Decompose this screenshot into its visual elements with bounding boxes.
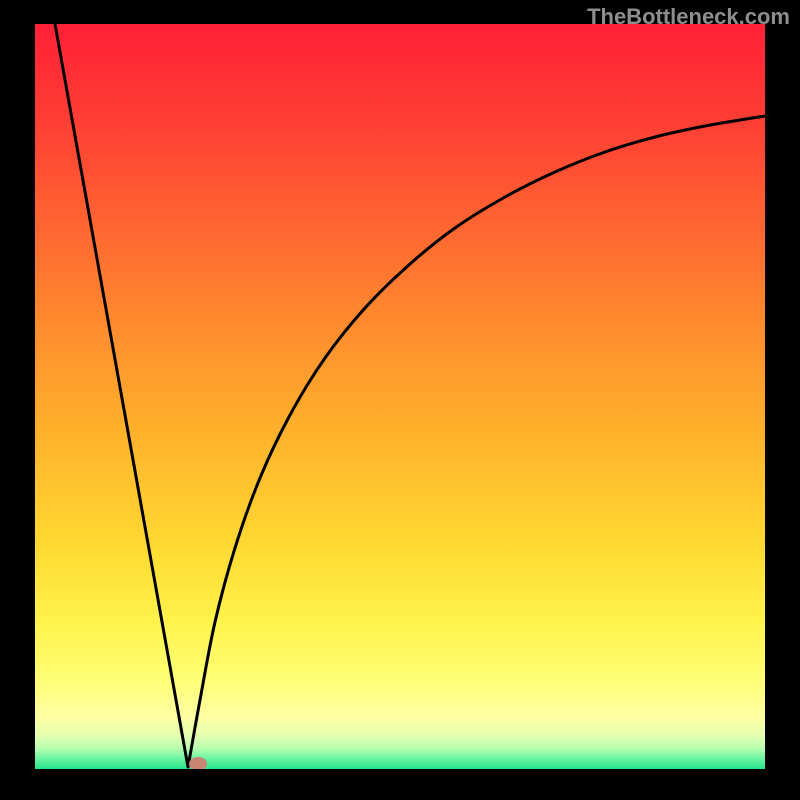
bottleneck-curve <box>55 24 765 767</box>
curve-layer <box>35 24 765 769</box>
chart-root: TheBottleneck.com <box>0 0 800 800</box>
watermark-text: TheBottleneck.com <box>587 4 790 30</box>
plot-area <box>35 24 765 769</box>
min-point-marker <box>189 757 207 769</box>
